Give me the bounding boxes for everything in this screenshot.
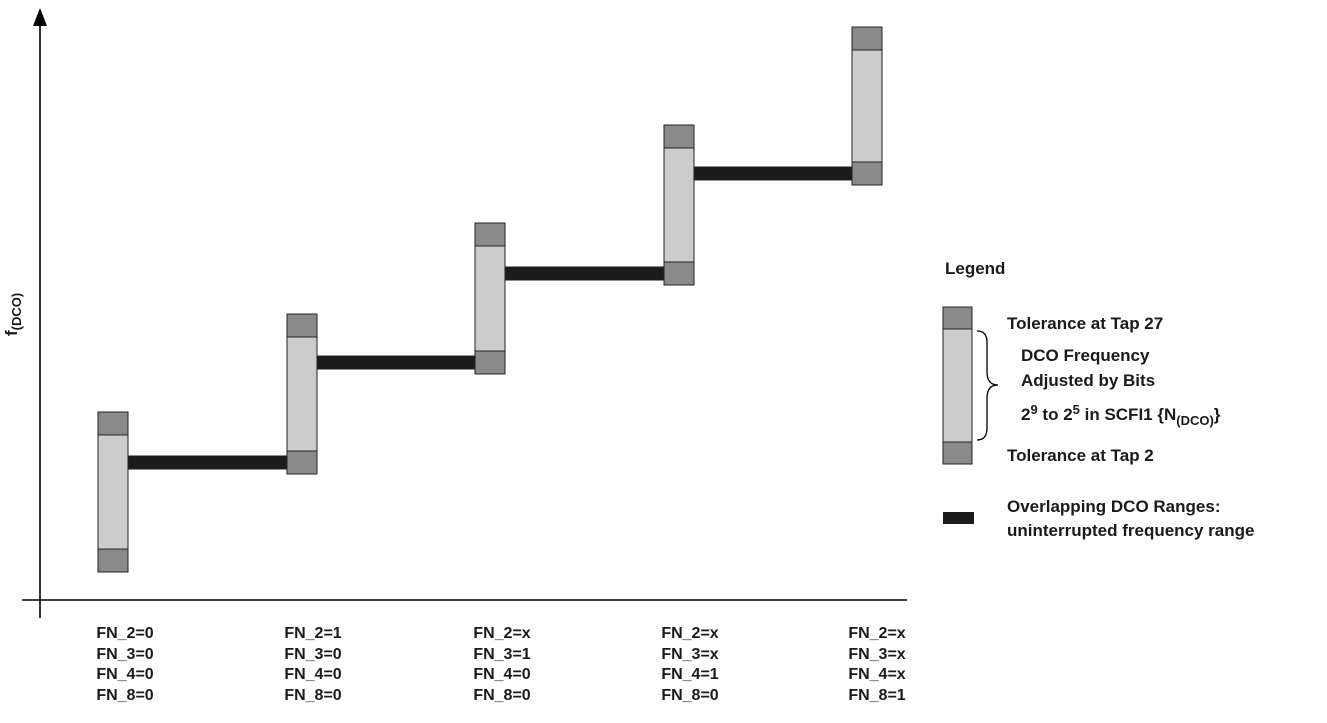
tolerance-bottom-3 bbox=[474, 350, 506, 375]
range-bar-4 bbox=[663, 147, 695, 263]
range-bar-5 bbox=[851, 49, 883, 163]
tolerance-top-1 bbox=[97, 411, 129, 436]
setting-label: FN_4=0 bbox=[284, 666, 342, 683]
tolerance-bottom-4 bbox=[663, 261, 695, 286]
legend-freq-line3: 29 to 25 in SCFI1 {N(DCO)} bbox=[1021, 402, 1221, 428]
setting-label: FN_3=0 bbox=[284, 645, 342, 663]
setting-label: FN_8=0 bbox=[284, 686, 342, 704]
legend-brace-icon bbox=[976, 330, 999, 441]
tolerance-bottom-2 bbox=[286, 450, 318, 475]
legend-title: Legend bbox=[945, 259, 1006, 278]
setting-label: FN_8=0 bbox=[96, 686, 154, 704]
legend-tolerance-bottom-swatch bbox=[942, 441, 973, 465]
setting-label: FN_2=x bbox=[661, 625, 719, 642]
setting-label: FN_2=x bbox=[473, 625, 531, 642]
legend-range-swatch bbox=[942, 328, 973, 443]
step-settings-4: FN_2=x FN_3=x FN_4=1 FN_8=0 bbox=[635, 624, 745, 706]
step-settings-2: FN_2=1 FN_3=0 FN_4=0 FN_8=0 bbox=[258, 624, 368, 706]
setting-label: FN_3=0 bbox=[96, 645, 154, 663]
legend-tolerance-bottom-label: Tolerance at Tap 2 bbox=[1007, 446, 1154, 465]
setting-label: FN_4=0 bbox=[473, 666, 531, 683]
setting-label: FN_8=0 bbox=[473, 686, 531, 704]
range-bar-1 bbox=[97, 434, 129, 550]
step-settings-1: FN_2=0 FN_3=0 FN_4=0 FN_8=0 bbox=[70, 624, 180, 706]
legend-tolerance-top-swatch bbox=[942, 306, 973, 330]
overlap-bar-2 bbox=[317, 355, 475, 370]
setting-label: FN_2=x bbox=[848, 625, 906, 642]
y-axis-label: f(DCO) bbox=[2, 292, 24, 336]
legend-symbols bbox=[942, 306, 999, 524]
tolerance-top-2 bbox=[286, 313, 318, 338]
overlap-bar-3 bbox=[505, 266, 664, 281]
overlap-bar-1 bbox=[128, 455, 287, 470]
legend-freq-line1: DCO Frequency bbox=[1021, 346, 1150, 365]
step-settings-3: FN_2=x FN_3=1 FN_4=0 FN_8=0 bbox=[447, 624, 557, 706]
setting-label: FN_4=1 bbox=[661, 666, 719, 683]
tolerance-bottom-1 bbox=[97, 548, 129, 573]
legend-overlap-line1: Overlapping DCO Ranges: bbox=[1007, 497, 1221, 516]
setting-label: FN_4=0 bbox=[96, 666, 154, 683]
setting-label: FN_3=x bbox=[661, 645, 719, 663]
y-axis-arrow-icon bbox=[33, 8, 47, 26]
overlap-bar-4 bbox=[694, 166, 852, 181]
tolerance-top-5 bbox=[851, 26, 883, 51]
tolerance-top-3 bbox=[474, 222, 506, 247]
legend-overlap-line2: uninterrupted frequency range bbox=[1007, 521, 1255, 540]
setting-label: FN_3=x bbox=[848, 645, 906, 663]
step-settings-5: FN_2=x FN_3=x FN_4=x FN_8=1 bbox=[822, 624, 932, 706]
legend-freq-line2: Adjusted by Bits bbox=[1021, 371, 1156, 390]
setting-label: FN_8=0 bbox=[661, 686, 719, 704]
setting-label: FN_2=0 bbox=[96, 625, 154, 642]
tolerance-top-4 bbox=[663, 124, 695, 149]
range-bar-3 bbox=[474, 245, 506, 352]
legend-tolerance-top-label: Tolerance at Tap 27 bbox=[1007, 314, 1164, 333]
setting-label: FN_2=1 bbox=[284, 625, 342, 642]
setting-label: FN_3=1 bbox=[473, 645, 531, 663]
setting-label: FN_4=x bbox=[848, 666, 906, 683]
range-bar-2 bbox=[286, 336, 318, 452]
setting-label: FN_8=1 bbox=[848, 686, 906, 704]
legend-overlap-swatch bbox=[943, 512, 974, 524]
dco-steps bbox=[97, 26, 883, 573]
tolerance-bottom-5 bbox=[851, 161, 883, 186]
